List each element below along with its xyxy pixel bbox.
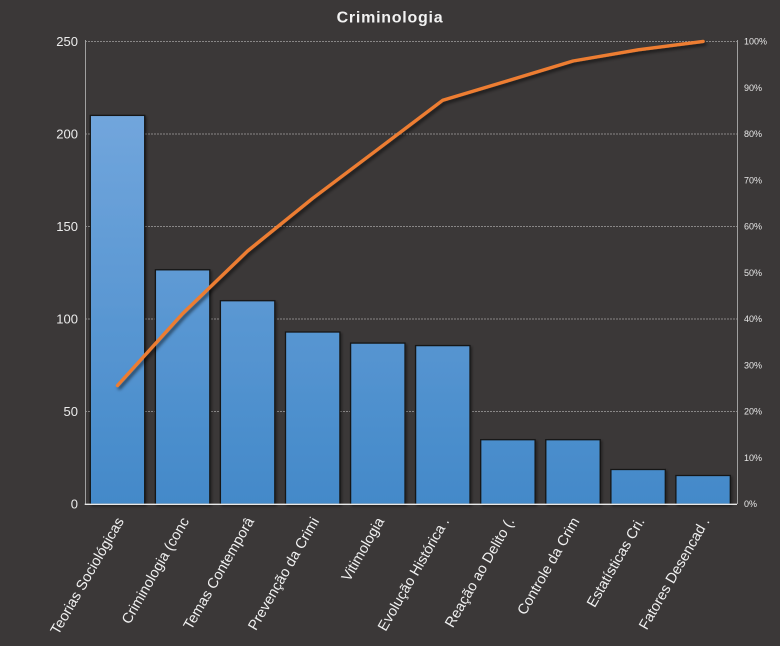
svg-text:80%: 80% xyxy=(744,129,762,139)
svg-text:50%: 50% xyxy=(744,268,762,278)
svg-text:150: 150 xyxy=(56,219,78,234)
svg-text:70%: 70% xyxy=(744,176,762,186)
svg-text:90%: 90% xyxy=(744,83,762,93)
svg-text:200: 200 xyxy=(56,127,78,142)
svg-text:40%: 40% xyxy=(744,314,762,324)
svg-text:0%: 0% xyxy=(744,499,757,509)
svg-text:0: 0 xyxy=(71,497,78,512)
svg-text:60%: 60% xyxy=(744,222,762,232)
svg-text:100: 100 xyxy=(56,312,78,327)
svg-text:250: 250 xyxy=(56,34,78,49)
svg-text:20%: 20% xyxy=(744,407,762,417)
svg-text:30%: 30% xyxy=(744,361,762,371)
svg-text:Criminologia: Criminologia xyxy=(337,10,444,27)
svg-text:100%: 100% xyxy=(744,37,767,47)
svg-text:50: 50 xyxy=(64,404,78,419)
svg-text:10%: 10% xyxy=(744,453,762,463)
